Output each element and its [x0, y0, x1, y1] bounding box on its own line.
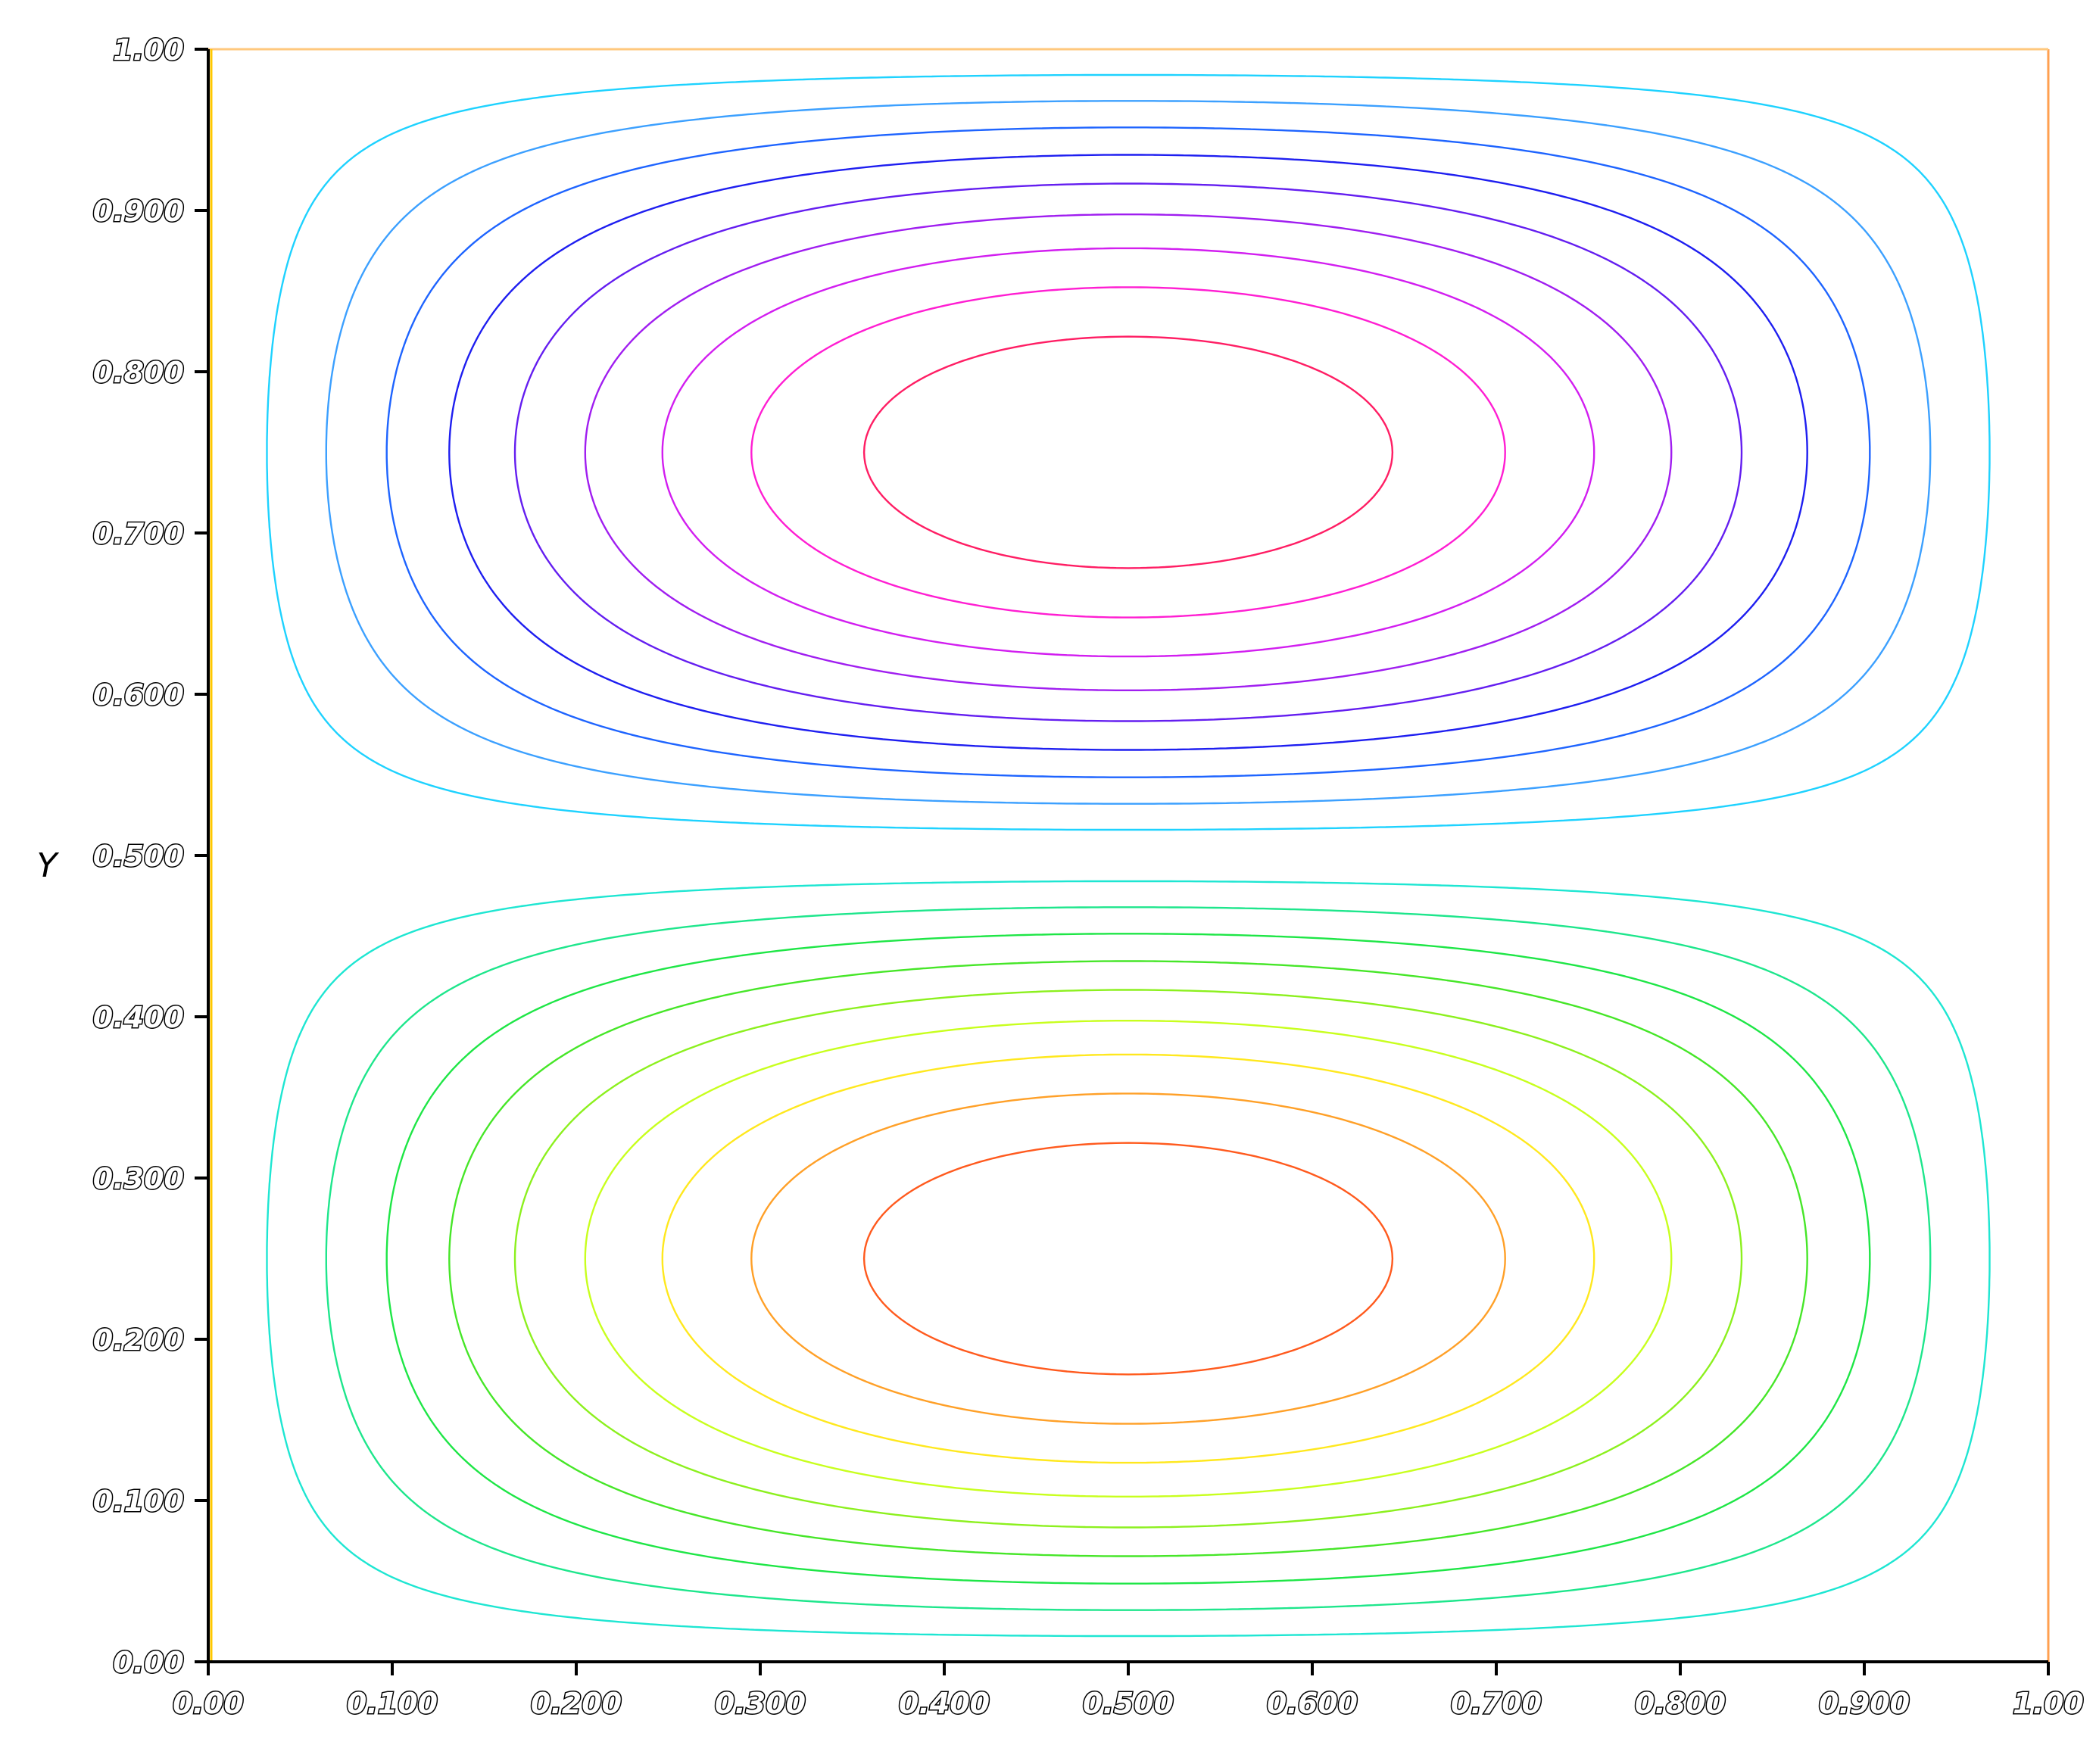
x-tick-label: 0.300: [715, 1687, 806, 1720]
y-tick-label: 0.700: [93, 517, 184, 550]
x-tick-label: 0.100: [347, 1687, 438, 1720]
x-tick-label: 0.900: [1819, 1687, 1910, 1720]
contour-line-12: [448, 154, 1808, 751]
y-tick-label: 1.00: [113, 33, 184, 67]
contour-line-4: [513, 989, 1743, 1529]
contour-line-7: [325, 906, 1932, 1611]
axes: [195, 48, 2050, 1675]
y-tick-label: 0.600: [93, 678, 184, 712]
contour-line-13: [513, 182, 1743, 722]
contour-line-8: [266, 880, 1991, 1638]
contour-line-11: [385, 126, 1871, 778]
contour-line-14: [584, 213, 1673, 691]
x-tick-label: 0.200: [531, 1687, 622, 1720]
contour-line-10: [325, 100, 1932, 805]
contour-line-1: [750, 1092, 1506, 1425]
y-tick-label: 0.500: [93, 840, 184, 873]
contour-line-2: [661, 1053, 1595, 1464]
x-tick-label: 0.700: [1451, 1687, 1542, 1720]
x-tick-label: 0.500: [1083, 1687, 1174, 1720]
y-tick-label: 0.200: [93, 1323, 184, 1357]
contour-line-17: [862, 335, 1394, 569]
plot-frame: [208, 48, 2050, 1662]
contour-line-3: [584, 1020, 1673, 1498]
y-tick-label: 0.100: [93, 1485, 184, 1518]
y-tick-label: 0.300: [93, 1162, 184, 1195]
y-tick-labels: 0.00 0.100 0.200 0.300 0.400 0.500 0.600 0.700 0…: [92, 33, 185, 1681]
x-tick-label: 0.400: [899, 1687, 990, 1720]
x-tick-labels: 0.00 0.100 0.200 0.300 0.400 0.500 0.600 0.700 0…: [172, 1686, 2085, 1722]
x-tick-label: 0.800: [1635, 1687, 1726, 1720]
contour-line-5: [448, 960, 1808, 1557]
x-tick-label: 0.00: [173, 1687, 244, 1720]
contour-line-16: [750, 286, 1506, 619]
contour-line-9: [266, 73, 1991, 831]
y-tick-label: 0.900: [93, 195, 184, 228]
contour-line-15: [661, 247, 1595, 658]
x-tick-label: 1.00: [2013, 1687, 2084, 1720]
y-tick-label: 0.800: [93, 356, 184, 389]
y-tick-label: 0.400: [93, 1001, 184, 1034]
y-tick-label: 0.00: [113, 1646, 184, 1679]
contour-lines: [266, 73, 1991, 1638]
contour-line-0: [862, 1142, 1394, 1376]
contour-line-6: [385, 933, 1871, 1585]
x-tick-label: 0.600: [1267, 1687, 1358, 1720]
y-axis-label: Y: [37, 846, 60, 885]
